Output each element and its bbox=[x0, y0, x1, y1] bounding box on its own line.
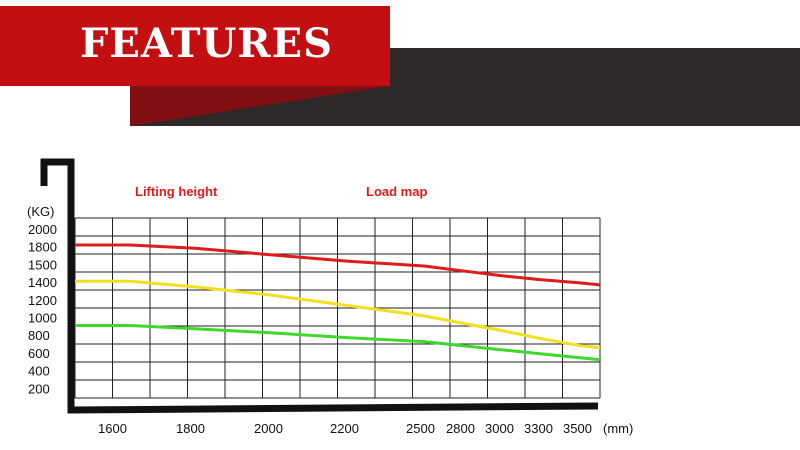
axis-frame bbox=[40, 158, 599, 414]
x-axis-label: (mm) bbox=[603, 421, 633, 436]
x-tick-label: 3300 bbox=[524, 421, 553, 436]
x-tick-label: 2500 bbox=[406, 421, 435, 436]
y-tick-label: 1200 bbox=[28, 293, 57, 308]
y-axis-label: (KG) bbox=[27, 204, 54, 219]
chart-subtitle: Lifting height bbox=[135, 184, 218, 199]
x-tick-label: 1600 bbox=[98, 421, 127, 436]
series-line-2 bbox=[75, 279, 601, 350]
y-tick-label: 600 bbox=[28, 346, 50, 361]
banner-shadow bbox=[130, 86, 390, 126]
chart-grid bbox=[74, 217, 601, 399]
series-line-1 bbox=[75, 243, 601, 287]
chart-series bbox=[75, 243, 601, 362]
axis-frame-line bbox=[40, 158, 599, 414]
x-tick-label: 2800 bbox=[446, 421, 475, 436]
banner-title: FEATURES bbox=[80, 20, 333, 67]
y-tick-label: 1800 bbox=[28, 240, 57, 255]
y-tick-label: 400 bbox=[28, 364, 50, 379]
y-tick-label: 200 bbox=[28, 381, 50, 396]
load-map-chart: 2000 1800 1500 1400 1200 1000 800 600 400 200 1600… bbox=[27, 158, 633, 436]
x-tick-label: 3500 bbox=[563, 421, 592, 436]
chart-title: Load map bbox=[366, 184, 427, 199]
x-tick-label: 1800 bbox=[176, 421, 205, 436]
y-tick-label: 1500 bbox=[28, 257, 57, 272]
chart-labels: 2000 1800 1500 1400 1200 1000 800 600 400 200 1600… bbox=[27, 184, 633, 436]
banner-red-panel bbox=[0, 6, 390, 86]
series-line-3 bbox=[75, 324, 601, 362]
y-tick-label: 1000 bbox=[28, 311, 57, 326]
y-tick-label: 1400 bbox=[28, 275, 57, 290]
y-tick-label: 2000 bbox=[28, 222, 57, 237]
x-tick-label: 2200 bbox=[330, 421, 359, 436]
y-tick-label: 800 bbox=[28, 328, 50, 343]
x-tick-label: 2000 bbox=[254, 421, 283, 436]
x-tick-label: 3000 bbox=[485, 421, 514, 436]
